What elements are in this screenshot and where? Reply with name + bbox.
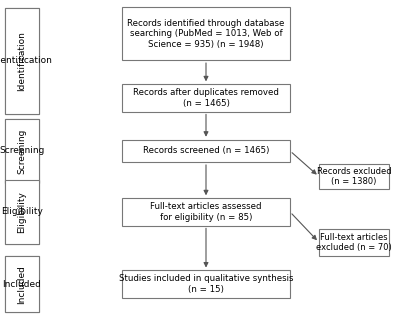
Text: Included: Included <box>18 265 26 304</box>
Text: Identification: Identification <box>18 31 26 91</box>
Bar <box>122 7 290 60</box>
Bar <box>319 229 389 256</box>
Text: Full-text articles
excluded (n = 70): Full-text articles excluded (n = 70) <box>316 233 392 252</box>
Bar <box>122 140 290 162</box>
Text: Included: Included <box>2 280 42 289</box>
Text: Records after duplicates removed
(n = 1465): Records after duplicates removed (n = 14… <box>133 88 279 108</box>
Bar <box>122 270 290 298</box>
Text: Records screened (n = 1465): Records screened (n = 1465) <box>143 146 269 155</box>
Text: Records identified through database
searching (PubMed = 1013, Web of
Science = 9: Records identified through database sear… <box>127 19 285 48</box>
Text: Screening: Screening <box>18 128 26 174</box>
Bar <box>5 180 39 244</box>
Bar <box>5 256 39 312</box>
Text: Eligibility: Eligibility <box>18 191 26 233</box>
Text: Studies included in qualitative synthesis
(n = 15): Studies included in qualitative synthesi… <box>119 274 293 294</box>
Bar <box>122 84 290 112</box>
Bar <box>5 256 39 312</box>
Bar <box>5 180 39 244</box>
Bar <box>5 8 39 114</box>
Text: Eligibility: Eligibility <box>1 207 43 216</box>
Text: Full-text articles assessed
for eligibility (n = 85): Full-text articles assessed for eligibil… <box>150 202 262 221</box>
Text: Identification: Identification <box>0 56 52 65</box>
Text: Records excluded
(n = 1380): Records excluded (n = 1380) <box>317 167 391 186</box>
Bar <box>5 119 39 183</box>
Bar <box>5 8 39 114</box>
Bar <box>319 164 389 189</box>
Bar <box>5 119 39 183</box>
Text: Screening: Screening <box>0 146 45 155</box>
Bar <box>122 198 290 225</box>
